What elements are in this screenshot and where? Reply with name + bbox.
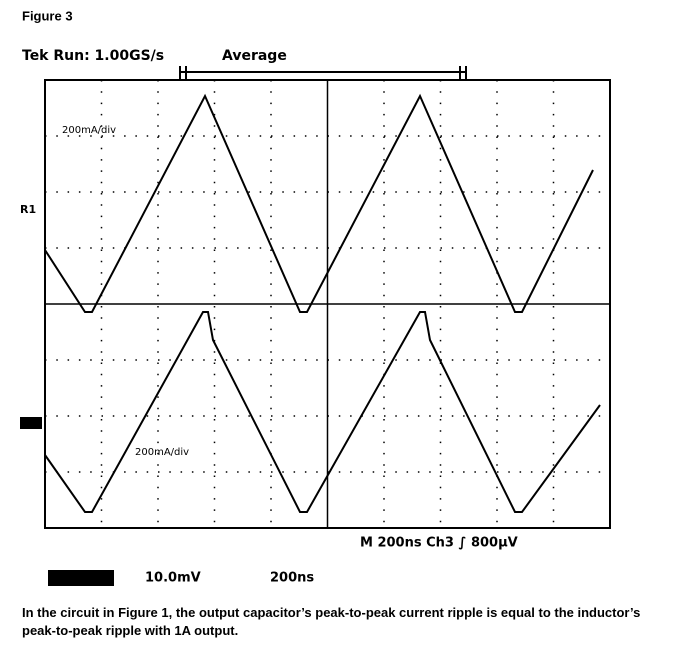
acq-mode: Average — [222, 48, 287, 64]
ref-scale: 200ns — [270, 571, 314, 586]
figure-label: Figure 3 — [22, 8, 73, 23]
scope-header: Tek Run: 1.00GS/s — [22, 48, 164, 64]
status-line: M 200ns Ch3 ∫ 800µV — [360, 536, 518, 551]
ref-marker: R1 — [20, 203, 36, 216]
status-bg — [345, 532, 615, 550]
record-bracket — [179, 66, 467, 80]
screen-border — [44, 79, 611, 529]
caption: In the circuit in Figure 1, the output c… — [22, 605, 641, 638]
top-scale: 200mA/div — [62, 125, 116, 136]
ch-marker — [20, 417, 42, 429]
trace-top — [44, 93, 594, 313]
bottom-scale: 200mA/div — [135, 447, 189, 458]
ch-scale: 10.0mV — [145, 571, 201, 586]
figure: Figure 3 Tek Run: 1.00GS/s Average 200mA… — [20, 8, 615, 586]
ch-box — [48, 570, 114, 586]
trace-bottom — [44, 311, 601, 513]
